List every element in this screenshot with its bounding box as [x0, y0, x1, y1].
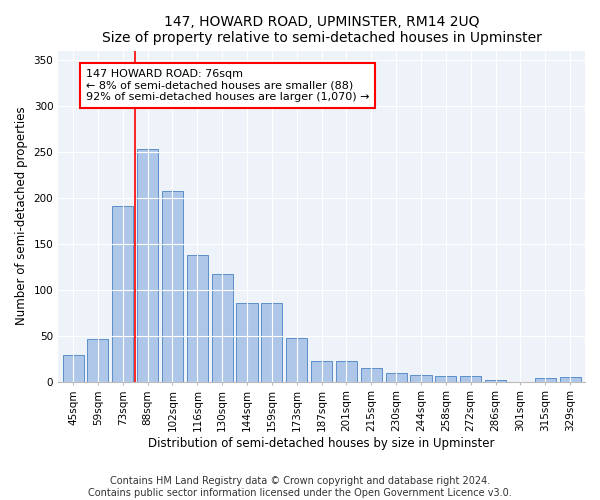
Bar	[236, 304, 257, 382]
Y-axis label: Number of semi-detached properties: Number of semi-detached properties	[15, 107, 28, 326]
Bar	[286, 338, 307, 382]
Title: 147, HOWARD ROAD, UPMINSTER, RM14 2UQ
Size of property relative to semi-detached: 147, HOWARD ROAD, UPMINSTER, RM14 2UQ Si…	[101, 15, 542, 45]
Bar	[162, 192, 183, 382]
Text: 147 HOWARD ROAD: 76sqm
← 8% of semi-detached houses are smaller (88)
92% of semi: 147 HOWARD ROAD: 76sqm ← 8% of semi-deta…	[86, 69, 369, 102]
Text: Contains HM Land Registry data © Crown copyright and database right 2024.
Contai: Contains HM Land Registry data © Crown c…	[88, 476, 512, 498]
Bar	[187, 254, 208, 382]
Bar	[386, 374, 407, 382]
Bar	[535, 378, 556, 382]
Bar	[485, 380, 506, 382]
Bar	[212, 274, 233, 382]
Bar	[137, 149, 158, 382]
Bar	[435, 376, 457, 382]
Bar	[410, 375, 431, 382]
Bar	[88, 340, 109, 382]
Bar	[62, 355, 83, 382]
Bar	[460, 376, 481, 382]
X-axis label: Distribution of semi-detached houses by size in Upminster: Distribution of semi-detached houses by …	[148, 437, 495, 450]
Bar	[262, 304, 283, 382]
Bar	[336, 360, 357, 382]
Bar	[560, 377, 581, 382]
Bar	[311, 360, 332, 382]
Bar	[361, 368, 382, 382]
Bar	[112, 206, 133, 382]
